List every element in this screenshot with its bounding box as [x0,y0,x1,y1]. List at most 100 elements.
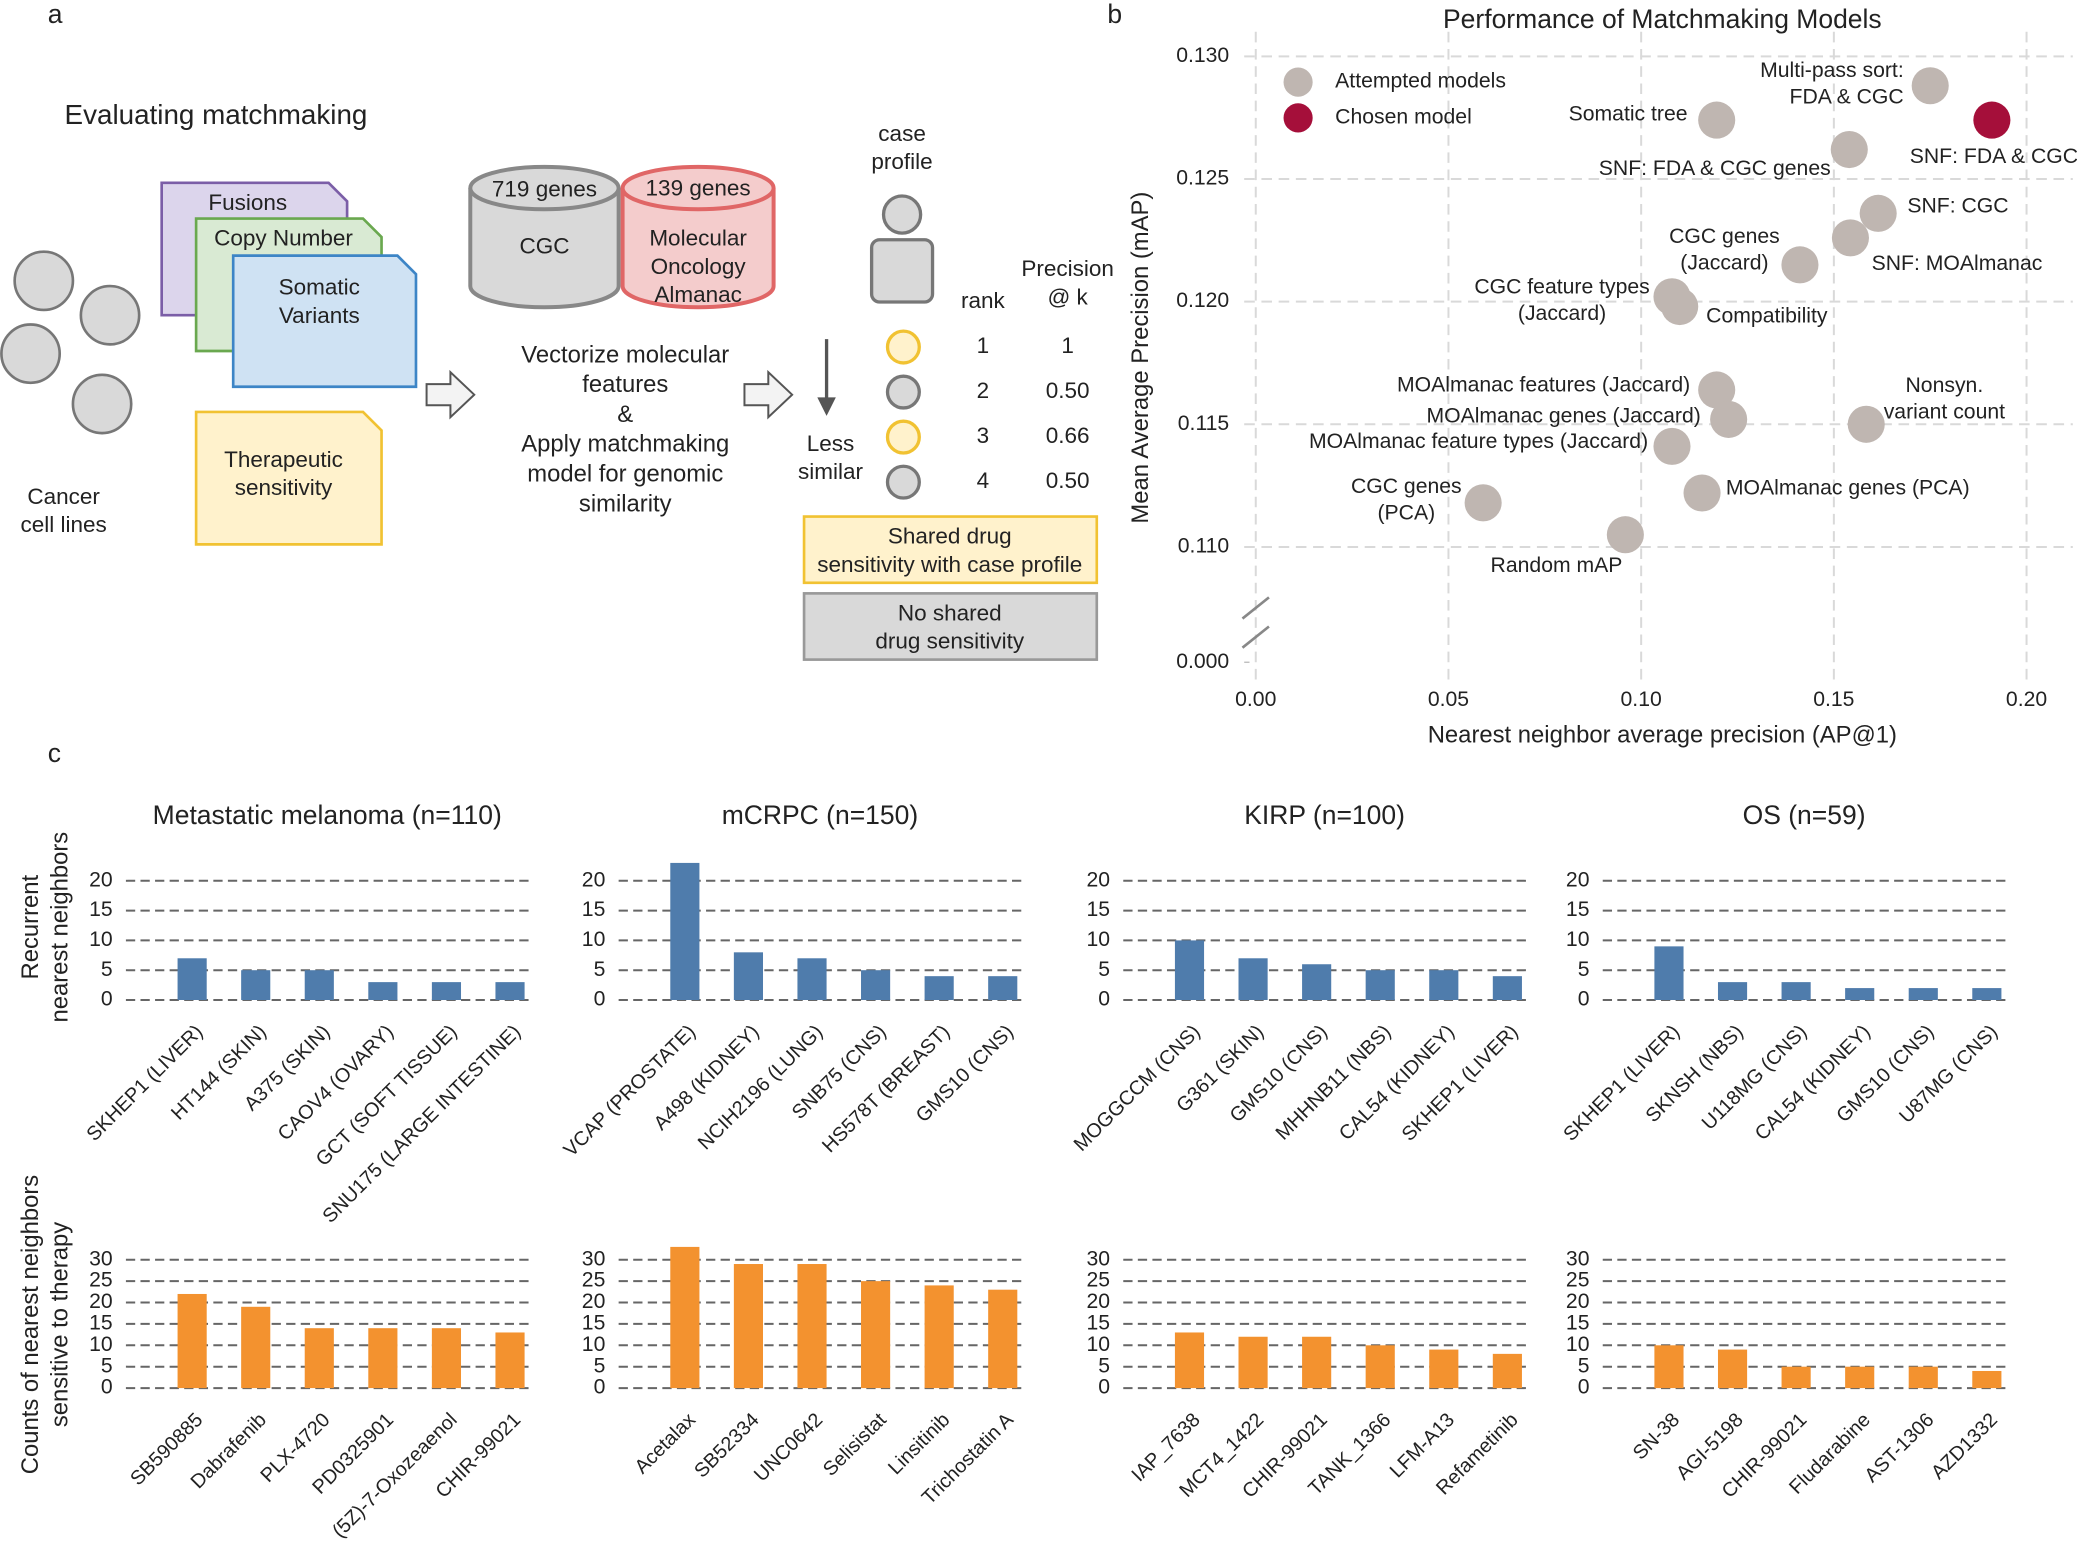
y-tick-label: 10 [1566,928,1590,951]
x-tick-label: 0.05 [1428,688,1469,711]
person-icon [869,194,935,304]
data-point [1464,484,1502,522]
bar [733,1264,764,1389]
point-label: CGC feature types (Jaccard) [1474,275,1649,324]
document-label: Fusions [208,190,287,215]
point-label: Somatic tree [1569,102,1688,125]
chart-title: mCRPC (n=150) [722,800,919,830]
y-tick-label: 5 [1578,958,1590,981]
bar [733,952,764,1001]
document [231,254,418,389]
y-tick-label: 5 [1098,1354,1110,1377]
x-tick-label: SKHEP1 (LIVER) [1559,1021,1684,1146]
bar [1302,1336,1332,1389]
point-label: Nonsyn. variant count [1884,373,2005,422]
bar [1908,1366,1938,1389]
x-tick-label: CAL54 (KIDNEY) [1751,1021,1875,1145]
y-tick-label: 25 [89,1269,113,1292]
bar [861,970,891,1001]
bar [1717,982,1748,1001]
y-tick-label: 10 [89,928,113,951]
bar [1429,1349,1459,1389]
y-tick-label: 0 [101,988,113,1011]
point-label: Random mAP [1491,554,1623,577]
data-point [1847,405,1885,443]
chart-title: OS (n=59) [1743,800,1866,830]
point-label: SNF: CGC [1907,194,2008,217]
bar [368,982,398,1001]
legend-marker [1283,67,1313,97]
point-label: Compatibility [1706,305,1828,328]
y-tick-label: 5 [594,1354,606,1377]
precision-value: 0.50 [1046,468,1090,493]
y-tick-label: 25 [1086,1269,1110,1292]
data-point [1683,474,1721,512]
y-tick-label: 30 [89,1247,113,1270]
chart-title: Performance of Matchmaking Models [1443,4,1882,34]
y-tick-label: 0 [594,988,606,1011]
y-tick-label: 0.115 [1178,412,1229,435]
bar [670,1246,700,1389]
point-label: MOAlmanac genes (PCA) [1726,477,1970,500]
bar [495,1332,525,1389]
y-axis-label: Mean Average Precision (mAP) [1127,192,1154,524]
x-tick-label: 0.10 [1621,688,1662,711]
database-count: 139 genes [646,175,751,200]
y-tick-label: 10 [582,1333,606,1356]
y-tick-label: 10 [582,928,606,951]
point-label: SNF: FDA & CGC genes [1599,157,1831,180]
bar [1972,988,2002,1001]
y-tick-label: 15 [1086,898,1110,921]
precision-value: 0.66 [1046,423,1090,448]
precision-header: Precision @ k [1021,256,1114,309]
rank-value: 1 [977,333,990,358]
bar [1972,1370,2002,1389]
method-text: Vectorize molecular features & Apply matchm… [521,342,729,518]
y-tick-label: 15 [89,1312,113,1335]
legend-label: Chosen model [1335,105,1472,128]
data-point [1859,194,1897,232]
y-tick-label: 10 [1086,928,1110,951]
bar [1174,940,1205,1001]
bar [304,970,334,1001]
bar [1429,970,1459,1001]
bar [1365,1345,1395,1389]
x-tick-label: 0.20 [2006,688,2047,711]
bar [1365,970,1395,1001]
diagram-heading: Evaluating matchmaking [65,99,368,130]
y-axis-label: Counts of nearest neighbors sensitive to … [17,1175,74,1474]
neighbor-icons [885,329,921,500]
bar [431,982,462,1001]
bar [431,1328,462,1389]
bar [1238,1336,1268,1389]
data-point [1698,101,1736,139]
x-axis-label: Nearest neighbor average precision (AP@1… [1428,722,1897,749]
rank-value: 4 [977,468,990,493]
arrow [425,369,476,420]
point-label: Multi-pass sort: FDA & CGC [1760,59,1904,108]
database [620,164,776,310]
rank-value: 3 [977,423,990,448]
y-tick-label: 20 [1566,1290,1590,1313]
document-label: Copy Number [214,226,353,251]
bar [1654,946,1684,1001]
y-tick-label: 25 [1566,1269,1590,1292]
y-tick-label: 0.120 [1176,289,1229,312]
y-tick-label: 20 [1086,1290,1110,1313]
bar [495,982,525,1001]
y-tick-label: 30 [1566,1247,1590,1270]
down-arrow [817,339,836,416]
y-tick-label: 0.110 [1178,535,1229,558]
legend-box [802,592,1099,661]
chart-title: KIRP (n=100) [1244,800,1405,830]
y-tick-label: 0 [101,1376,113,1399]
point-label: MOAlmanac feature types (Jaccard) [1309,430,1648,453]
bar [177,958,207,1001]
point-label: SNF: MOAlmanac [1872,252,2043,275]
database-name: CGC [519,234,569,259]
bar [670,862,700,1001]
bar [1492,1353,1522,1389]
y-axis-label: Recurrent nearest neighbors [17,832,74,1023]
bar [924,976,954,1001]
